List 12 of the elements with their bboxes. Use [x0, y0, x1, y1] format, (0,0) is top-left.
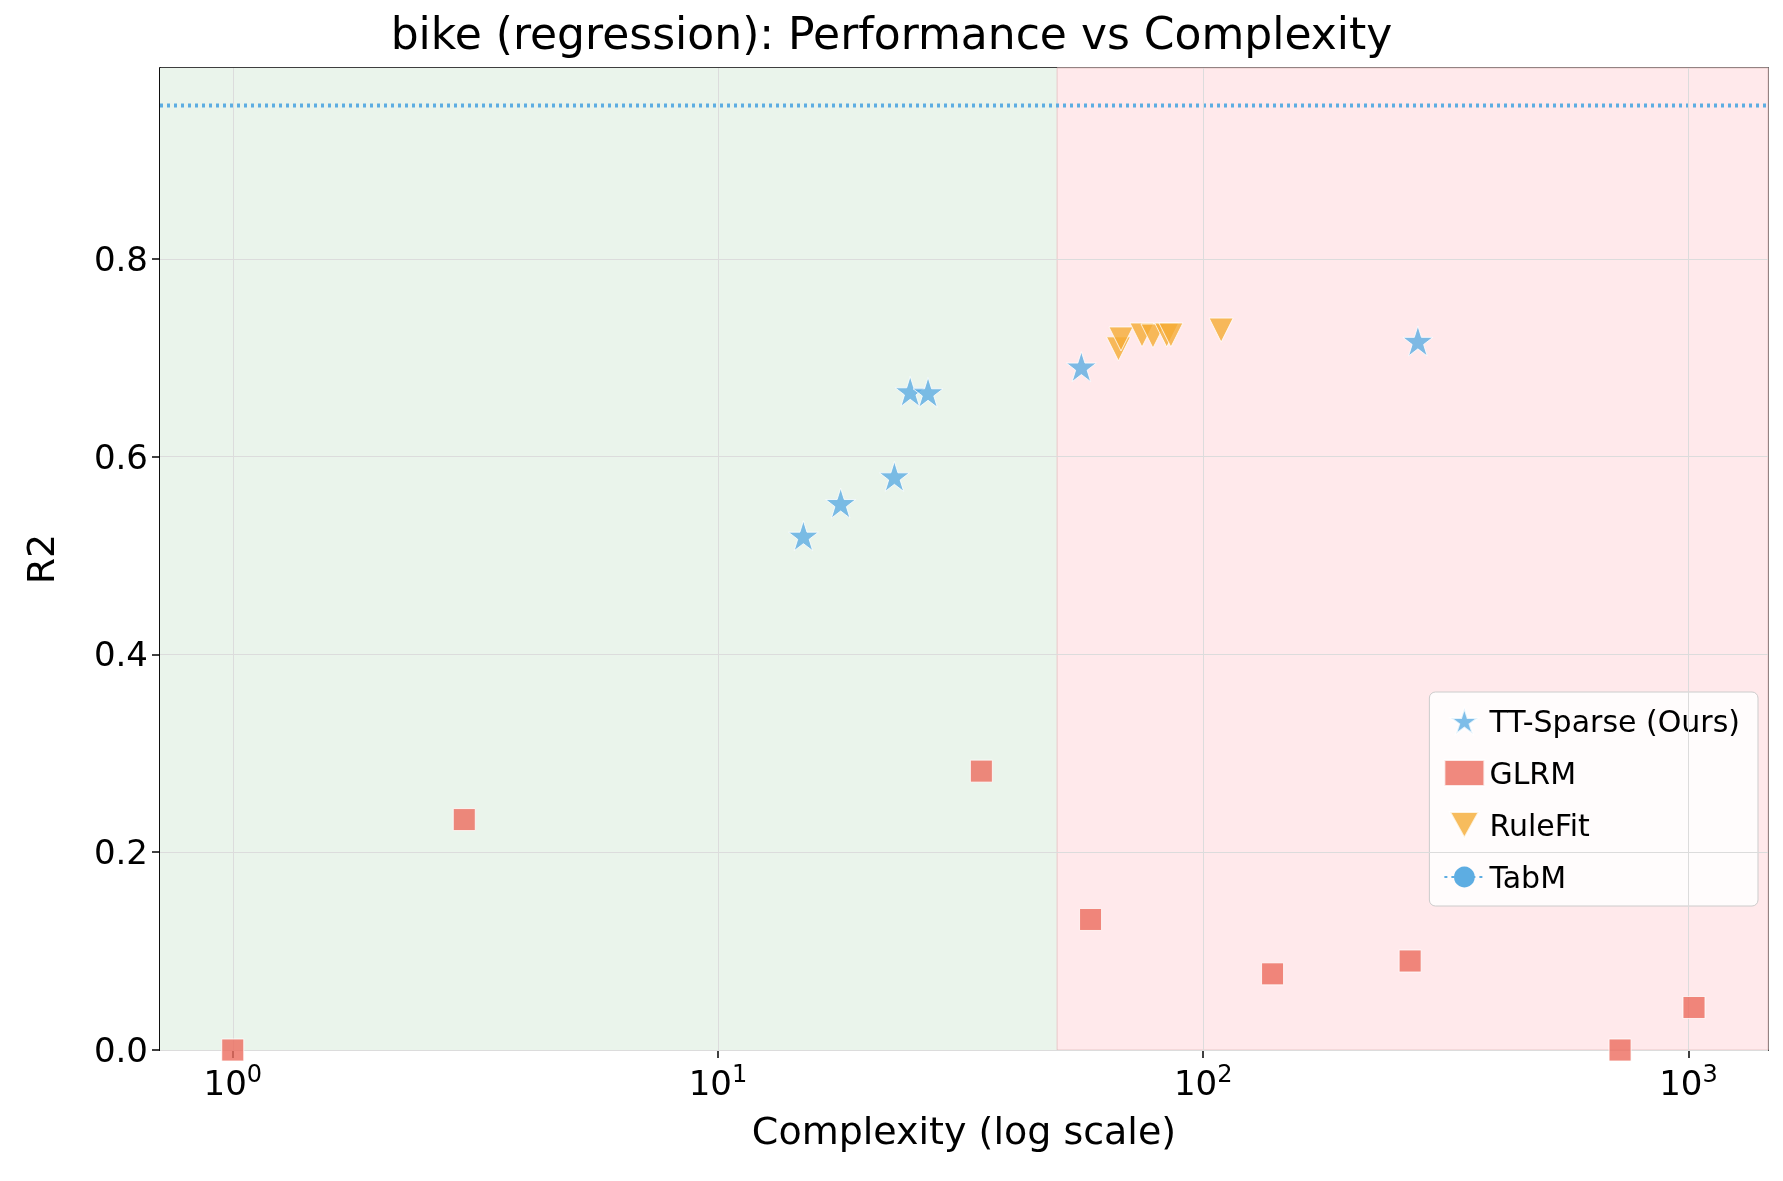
- y-tick-label: 0.4: [93, 634, 148, 675]
- legend-label: TabM: [1488, 859, 1567, 895]
- y-tick-label: 0.8: [93, 238, 148, 279]
- legend-label: TT-Sparse (Ours): [1488, 703, 1740, 739]
- legend-label: GLRM: [1489, 755, 1577, 791]
- y-tick-label: 0.2: [93, 832, 148, 873]
- legend-label: RuleFit: [1489, 807, 1591, 843]
- y-tick-label: 0.6: [93, 436, 148, 477]
- x-axis-title: Complexity (log scale): [751, 1109, 1177, 1153]
- y-axis-title: R2: [19, 533, 63, 585]
- chart-title: bike (regression): Performance vs Complexity: [390, 7, 1393, 59]
- y-tick-label: 0.0: [93, 1030, 148, 1070]
